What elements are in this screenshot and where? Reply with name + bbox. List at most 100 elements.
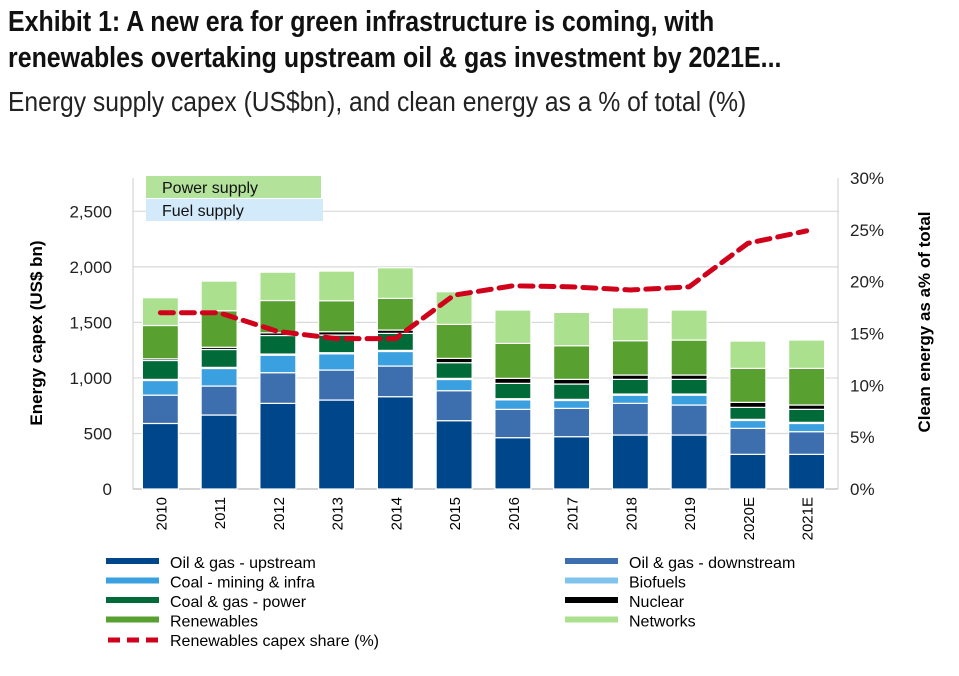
- bar-segment: [435, 420, 473, 490]
- bar-segment: [318, 399, 356, 490]
- bar-segment: [553, 311, 591, 347]
- bar-segment: [553, 378, 591, 385]
- x-tick-label: 2014: [388, 497, 405, 530]
- bar-segment: [494, 437, 532, 490]
- chart-title-line2: renewables overtaking upstream oil & gas…: [8, 42, 782, 74]
- legend-swatch: [565, 558, 618, 564]
- legend-swatch: [106, 577, 159, 584]
- bar-segment: [670, 434, 708, 490]
- bar-segment: [494, 399, 532, 410]
- y2-tick-label: 30%: [850, 169, 884, 188]
- group-label-box: [146, 199, 323, 221]
- x-tick-label: 2017: [565, 497, 582, 530]
- bar-segment: [670, 309, 708, 341]
- bar-segment: [376, 365, 414, 398]
- bar-segment: [611, 307, 649, 342]
- bar-segment: [200, 385, 238, 416]
- x-tick-label: 2021E: [800, 497, 817, 540]
- bar-segment: [435, 378, 473, 392]
- legend-swatch: [565, 616, 618, 623]
- bar-segment: [435, 390, 473, 422]
- bar-segment: [141, 394, 179, 425]
- x-tick-label: 2015: [447, 497, 464, 530]
- bar-segment: [435, 291, 473, 325]
- bar-segment: [200, 280, 238, 312]
- bar-segment: [729, 401, 767, 408]
- bar-segment: [553, 399, 591, 409]
- bar-segment: [670, 404, 708, 436]
- bar-segment: [435, 357, 473, 364]
- bar-segment: [553, 383, 591, 400]
- bar-segment: [259, 402, 297, 490]
- x-tick-label: 2011: [212, 497, 229, 529]
- group-label: Fuel supply: [162, 203, 244, 220]
- legend-label: Renewables: [170, 614, 258, 631]
- bar-segment: [611, 374, 649, 380]
- y2-tick-label: 25%: [850, 221, 884, 240]
- y-tick-label: 0: [103, 480, 112, 499]
- chart-subtitle: Energy supply capex (US$bn), and clean e…: [8, 86, 747, 117]
- y2-tick-label: 5%: [850, 428, 875, 447]
- legend-label: Biofuels: [629, 575, 686, 592]
- bar-segment: [788, 422, 826, 433]
- bar-segment: [788, 367, 826, 406]
- legend-swatch: [106, 597, 159, 603]
- bar-segment: [611, 402, 649, 436]
- legend-label: Oil & gas - downstream: [629, 555, 795, 572]
- bar-segment: [729, 406, 767, 420]
- legend-swatch: [106, 558, 159, 564]
- bar-segment: [611, 394, 649, 404]
- bar-segment: [670, 339, 708, 376]
- x-tick-label: 2016: [506, 497, 523, 530]
- bar-segment: [200, 348, 238, 368]
- bar-segment: [788, 431, 826, 455]
- bar-segment: [553, 407, 591, 438]
- bar-segment: [376, 396, 414, 490]
- bar-segment: [435, 323, 473, 359]
- bar-segment: [376, 350, 414, 367]
- y-tick-label: 1,000: [69, 369, 112, 388]
- legend-swatch: [565, 577, 618, 584]
- bar-segment: [670, 394, 708, 406]
- bar-segment: [494, 342, 532, 379]
- bar-segment: [670, 374, 708, 380]
- bar-segment: [141, 379, 179, 396]
- bar-segment: [611, 434, 649, 490]
- legend-label: Coal & gas - power: [170, 594, 307, 611]
- bar-segment: [788, 453, 826, 490]
- y-tick-label: 2,000: [69, 258, 112, 277]
- group-label: Power supply: [162, 180, 258, 197]
- bar-segment: [494, 309, 532, 344]
- bar-segment: [318, 353, 356, 371]
- bar-segment: [494, 377, 532, 384]
- bar-segment: [611, 340, 649, 376]
- legend-label: Oil & gas - upstream: [170, 555, 316, 572]
- bar-segment: [494, 382, 532, 400]
- bar-segment: [553, 345, 591, 380]
- legend-label: Coal - mining & infra: [170, 575, 315, 592]
- y-axis-label: Energy capex (US$ bn): [27, 240, 46, 425]
- y-tick-label: 2,500: [69, 202, 112, 221]
- x-tick-label: 2019: [682, 497, 699, 530]
- bar-segment: [318, 300, 356, 333]
- legend-label: Nuclear: [629, 594, 685, 611]
- y2-tick-label: 20%: [850, 273, 884, 292]
- group-label-box: [146, 176, 321, 198]
- bar-segment: [141, 422, 179, 490]
- bar-segment: [729, 427, 767, 455]
- y2-axis-label: Clean energy as a% of total: [915, 211, 934, 432]
- bar-segment: [318, 369, 356, 401]
- x-tick-label: 2020E: [741, 497, 758, 540]
- y-tick-label: 500: [84, 424, 112, 443]
- bar-segment: [318, 270, 356, 302]
- bar-segment: [729, 453, 767, 490]
- bar-segment: [670, 378, 708, 395]
- bar-segment: [553, 436, 591, 490]
- bar-segment: [200, 367, 238, 387]
- bar-segment: [494, 408, 532, 439]
- bar-segment: [435, 362, 473, 379]
- y-tick-label: 1,500: [69, 313, 112, 332]
- x-tick-label: 2018: [623, 497, 640, 530]
- y2-tick-label: 15%: [850, 325, 884, 344]
- legend-swatch: [106, 616, 159, 623]
